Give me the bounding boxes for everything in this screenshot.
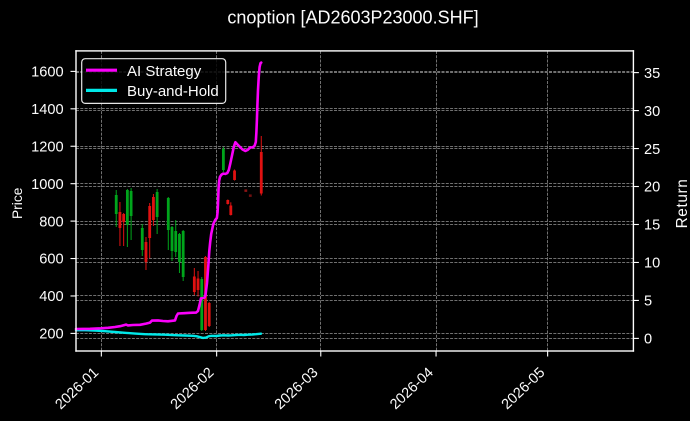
svg-text:AI Strategy: AI Strategy bbox=[127, 63, 202, 80]
svg-text:1200: 1200 bbox=[31, 139, 63, 155]
svg-text:0: 0 bbox=[644, 332, 652, 348]
svg-text:Buy-and-Hold: Buy-and-Hold bbox=[127, 83, 219, 100]
svg-text:800: 800 bbox=[39, 214, 63, 230]
svg-text:Return: Return bbox=[674, 179, 690, 229]
svg-text:15: 15 bbox=[644, 218, 660, 234]
svg-text:1000: 1000 bbox=[31, 177, 63, 193]
svg-text:30: 30 bbox=[644, 104, 660, 120]
svg-text:25: 25 bbox=[644, 142, 660, 158]
svg-text:600: 600 bbox=[39, 252, 63, 268]
svg-text:Price: Price bbox=[10, 187, 25, 219]
svg-text:200: 200 bbox=[39, 327, 63, 343]
svg-text:1400: 1400 bbox=[31, 102, 63, 118]
svg-text:20: 20 bbox=[644, 180, 660, 196]
svg-text:cnoption [AD2603P23000.SHF]: cnoption [AD2603P23000.SHF] bbox=[227, 8, 478, 28]
svg-text:5: 5 bbox=[644, 294, 652, 310]
svg-text:400: 400 bbox=[39, 289, 63, 305]
svg-text:10: 10 bbox=[644, 256, 660, 272]
svg-text:35: 35 bbox=[644, 66, 660, 82]
svg-text:1600: 1600 bbox=[31, 65, 63, 81]
